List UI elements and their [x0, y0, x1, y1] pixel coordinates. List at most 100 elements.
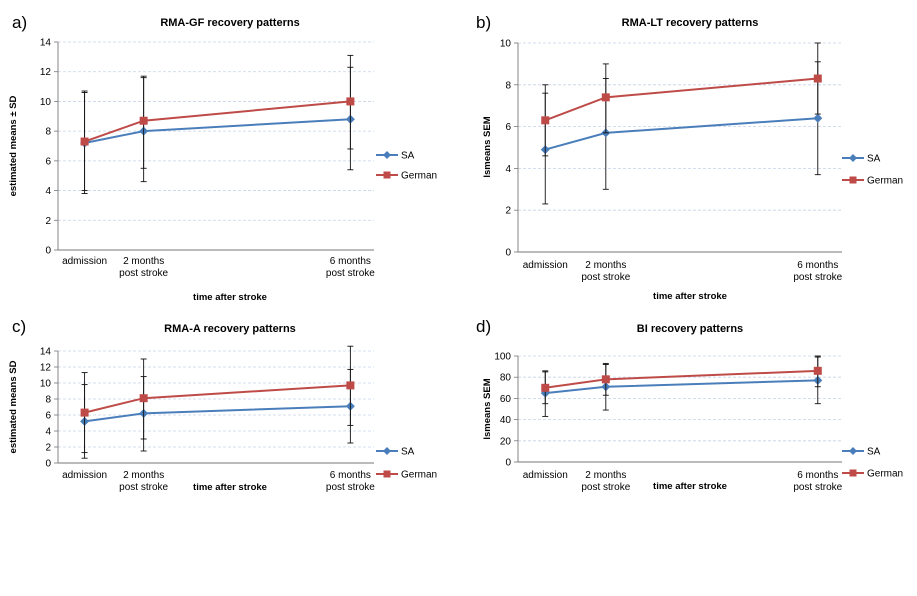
legend-marker — [383, 447, 391, 455]
y-axis-label: estimated means ± SD — [8, 95, 19, 196]
y-tick-label: 12 — [40, 67, 52, 78]
legend-marker — [849, 447, 857, 455]
data-point — [80, 137, 89, 146]
series-german — [80, 54, 355, 192]
y-tick-label: 14 — [40, 38, 52, 49]
x-category-label: 6 months post stroke — [793, 260, 842, 283]
data-point — [813, 113, 823, 123]
series-sa — [80, 66, 355, 194]
legend-label: SA — [401, 151, 415, 162]
legend-marker — [849, 154, 857, 162]
y-tick-label: 14 — [40, 347, 52, 358]
y-tick-label: 6 — [45, 156, 51, 167]
y-tick-label: 100 — [494, 352, 511, 363]
chart-title: RMA-A recovery patterns — [164, 323, 296, 335]
y-tick-label: 40 — [500, 415, 512, 426]
series-line — [544, 117, 818, 151]
y-axis-label: lsmeans SEM — [482, 378, 493, 439]
y-tick-label: 12 — [40, 363, 52, 374]
y-tick-label: 8 — [45, 395, 51, 406]
chart-2: b) RMA-LT recovery patterns 0 2 4 6 8 10 admissi… — [476, 13, 903, 302]
data-point — [80, 408, 89, 417]
data-point — [541, 116, 550, 125]
y-tick-label: 0 — [45, 459, 51, 470]
x-axis-label: time after stroke — [653, 481, 727, 492]
legend-label: German — [867, 176, 903, 187]
y-tick-label: 6 — [45, 411, 51, 422]
legend-marker — [849, 469, 857, 477]
data-point — [541, 383, 550, 392]
y-tick-label: 60 — [500, 394, 512, 405]
legend-entry: German — [376, 470, 437, 481]
legend-entry: German — [376, 171, 437, 182]
x-axis-label: time after stroke — [193, 482, 267, 493]
series-german — [541, 42, 822, 157]
data-point — [139, 394, 148, 403]
x-category-label: 6 months post stroke — [793, 470, 842, 493]
chart-title: RMA-GF recovery patterns — [160, 17, 299, 29]
y-tick-label: 4 — [505, 164, 511, 175]
y-tick-label: 2 — [45, 443, 51, 454]
chart-title: RMA-LT recovery patterns — [622, 17, 759, 29]
legend-entry: SA — [376, 447, 415, 458]
data-point — [601, 375, 610, 384]
x-category-label: admission — [523, 260, 568, 271]
y-tick-label: 2 — [505, 206, 511, 217]
series-german — [541, 355, 822, 405]
series-sa — [540, 356, 823, 417]
panel-letter: c) — [12, 317, 26, 336]
data-point — [346, 381, 355, 390]
chart-4: d) BI recovery patterns 0 20 40 60 80 100 admiss… — [476, 317, 903, 493]
y-tick-label: 8 — [45, 127, 51, 138]
legend-label: German — [401, 470, 437, 481]
panel-letter: d) — [476, 317, 491, 336]
y-tick-label: 10 — [500, 39, 512, 50]
y-tick-label: 6 — [505, 122, 511, 133]
y-tick-label: 20 — [500, 436, 512, 447]
series-line — [544, 77, 818, 122]
series-german — [80, 345, 355, 454]
legend-label: SA — [401, 447, 415, 458]
legend-label: SA — [867, 154, 881, 165]
y-tick-label: 80 — [500, 373, 512, 384]
legend-entry: SA — [842, 447, 881, 458]
x-axis-label: time after stroke — [653, 291, 727, 302]
y-tick-label: 8 — [505, 80, 511, 91]
x-category-label: admission — [62, 256, 107, 267]
x-category-label: 2 months post stroke — [581, 260, 630, 283]
data-point — [813, 366, 822, 375]
x-category-label: 6 months post stroke — [326, 470, 375, 493]
legend-marker — [849, 176, 857, 184]
x-category-label: 2 months post stroke — [119, 470, 168, 493]
legend-label: German — [401, 171, 437, 182]
series-sa — [540, 61, 823, 205]
panel-letter: a) — [12, 13, 27, 32]
legend-marker — [383, 171, 391, 179]
legend-entry: SA — [376, 151, 415, 162]
x-category-label: 2 months post stroke — [119, 256, 168, 279]
data-point — [601, 93, 610, 102]
chart-3: c) RMA-A recovery patterns 0 2 4 6 8 10 12 14 admi… — [8, 317, 437, 493]
y-tick-label: 4 — [45, 427, 51, 438]
x-category-label: 6 months post stroke — [326, 256, 375, 279]
data-point — [139, 116, 148, 125]
chart-title: BI recovery patterns — [637, 323, 743, 335]
legend-entry: German — [842, 176, 903, 187]
legend-label: German — [867, 469, 903, 480]
legend-label: SA — [867, 447, 881, 458]
x-category-label: admission — [62, 470, 107, 481]
x-category-label: 2 months post stroke — [581, 470, 630, 493]
series-line — [84, 405, 351, 423]
y-axis-label: lsmeans SEM — [482, 116, 493, 177]
y-tick-label: 2 — [45, 216, 51, 227]
y-tick-label: 10 — [40, 97, 52, 108]
chart-1: a) RMA-GF recovery patterns 0 2 4 6 8 10 12 14 adm… — [8, 13, 437, 303]
legend-entry: SA — [842, 154, 881, 165]
y-tick-label: 0 — [505, 458, 511, 469]
data-point — [346, 97, 355, 106]
y-tick-label: 0 — [505, 248, 511, 259]
x-axis-label: time after stroke — [193, 292, 267, 303]
y-axis-label: estimated means SD — [8, 360, 19, 453]
legend-marker — [383, 470, 391, 478]
